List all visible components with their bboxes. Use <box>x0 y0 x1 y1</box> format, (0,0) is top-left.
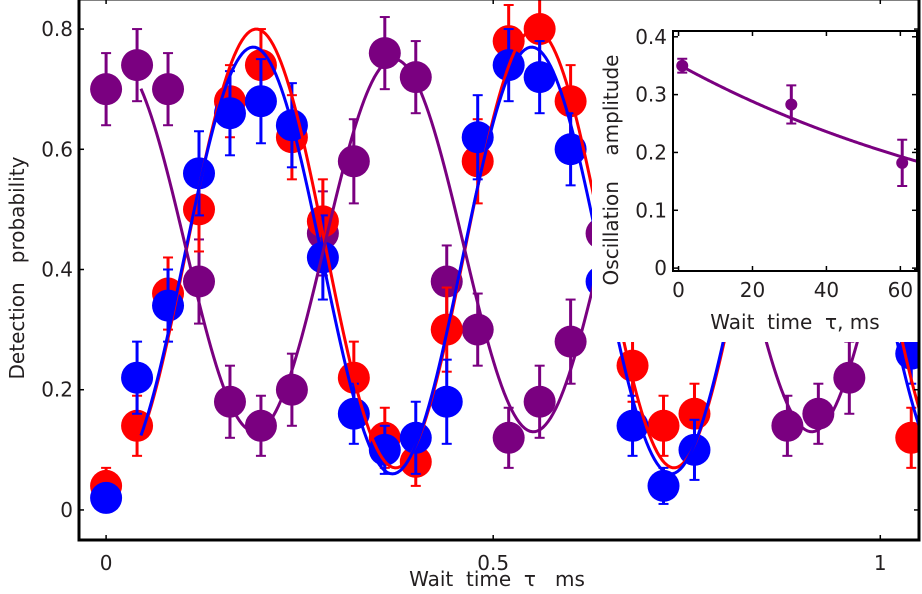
inset-x-tick-label: 0 <box>672 278 685 302</box>
main-data-point <box>275 373 308 406</box>
inset-x-axis-label: Wait time τ, ms <box>710 310 879 334</box>
main-axes: 0 0.5 1 0 0.2 0.4 0.6 0.8 <box>41 0 921 575</box>
inset-data-point <box>785 98 798 111</box>
main-data-point <box>244 409 277 442</box>
inset-x-tick-label: 40 <box>814 278 839 302</box>
main-data-point <box>802 397 835 430</box>
inset-fit-curve-amplitude <box>677 63 917 163</box>
main-data-point <box>213 97 246 130</box>
main-data-point <box>152 73 185 106</box>
main-data-point <box>616 409 649 442</box>
inset-data-points <box>676 57 909 187</box>
inset-axes-frame <box>672 30 918 272</box>
main-y-tick-label: 0.8 <box>41 17 73 41</box>
main-data-point <box>183 157 215 190</box>
inset-axes: 0 20 40 60 0 0.1 0.2 0.3 0.4 <box>635 25 918 302</box>
inset-background <box>592 0 920 342</box>
main-x-tick-label: 0 <box>100 551 113 575</box>
main-x-axis-label: Wait time τ ms <box>409 567 585 591</box>
main-data-point <box>895 421 919 454</box>
main-series-layer <box>90 0 919 514</box>
inset-y-tick-label: 0.2 <box>635 140 667 164</box>
inset-series-amplitude <box>676 57 909 187</box>
inset-series-layer <box>676 57 917 187</box>
inset-y-axis-label: Oscillation amplitude <box>599 55 623 286</box>
main-x-tick-label: 1 <box>874 551 887 575</box>
main-data-point <box>183 265 215 298</box>
inset-fit-curves <box>677 63 917 163</box>
main-data-point <box>244 85 277 118</box>
main-y-tick-label: 0.4 <box>41 258 73 282</box>
main-data-point <box>647 409 680 442</box>
main-fit-curve-purple <box>139 57 919 434</box>
main-data-point <box>554 325 587 358</box>
main-data-point <box>368 37 401 70</box>
main-data-point <box>492 421 525 454</box>
inset-data-point <box>896 156 909 169</box>
inset-y-tick-label: 0.1 <box>635 198 667 222</box>
inset-x-tick-label: 20 <box>740 278 765 302</box>
main-data-point <box>337 145 370 178</box>
main-data-point <box>399 421 432 454</box>
main-data-point <box>523 385 556 418</box>
main-x-tick-label: 0.5 <box>477 551 509 575</box>
main-data-point <box>90 481 123 514</box>
main-y-tick-label: 0 <box>60 498 73 522</box>
main-y-tick-label: 0.2 <box>41 378 73 402</box>
main-data-point <box>121 409 154 442</box>
inset-plot: 0 20 40 60 0 0.1 0.2 0.3 0.4 Wait time τ, ms Osc… <box>599 25 918 334</box>
main-series-purple <box>90 16 866 469</box>
inset-y-tick-label: 0.4 <box>635 25 667 49</box>
main-y-axis-label: Detection probability <box>5 156 29 379</box>
inset-data-point <box>676 59 689 72</box>
main-plot: 0 0.5 1 0 0.2 0.4 0.6 0.8 Wait time τ ms Detect… <box>5 0 921 591</box>
main-data-point <box>90 73 123 106</box>
inset-y-tick-label: 0 <box>654 256 667 280</box>
main-data-point <box>647 469 680 502</box>
main-data-point <box>121 49 154 82</box>
inset-x-tick-label: 60 <box>888 278 913 302</box>
main-data-point <box>121 361 154 394</box>
main-y-tick-label: 0.6 <box>41 137 73 161</box>
main-data-point <box>523 61 556 94</box>
inset-y-tick-label: 0.3 <box>635 83 667 107</box>
main-data-point <box>152 289 185 322</box>
main-data-point <box>833 361 866 394</box>
main-data-point <box>430 385 463 418</box>
